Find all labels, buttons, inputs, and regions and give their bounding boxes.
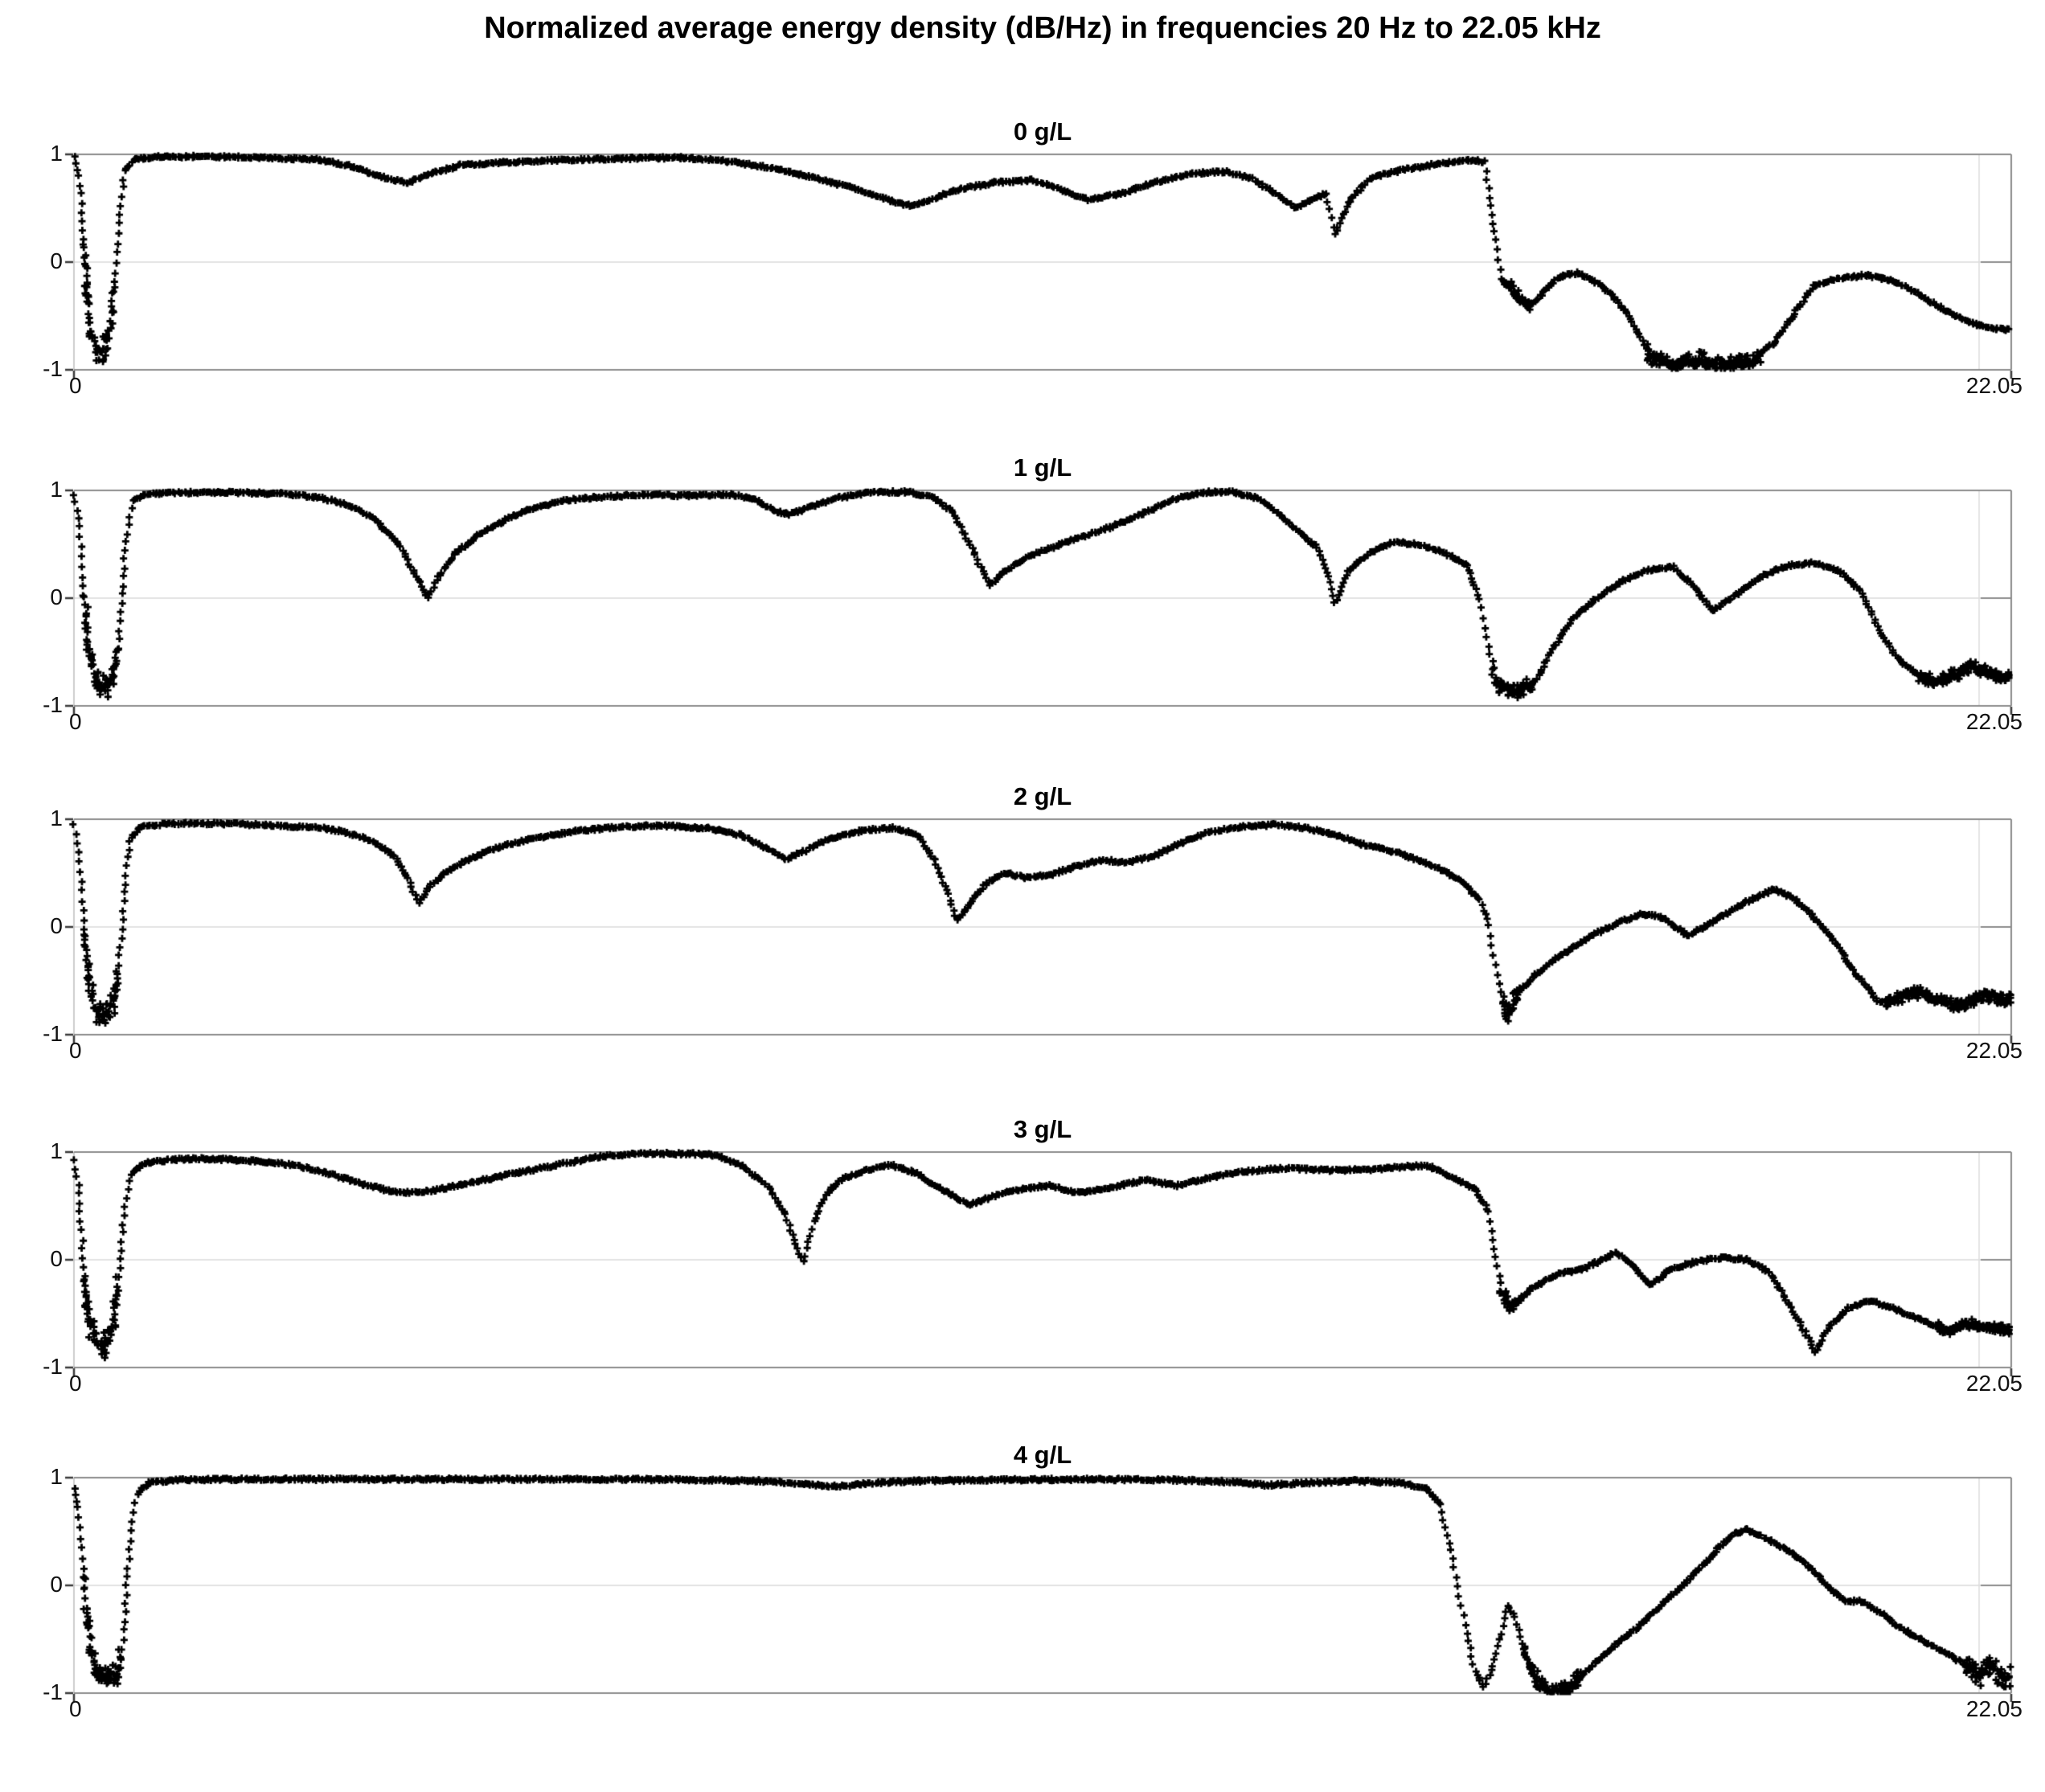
plot-area-canvas-0gL	[63, 150, 2022, 388]
subplot-title-3gL: 3 g/L	[1013, 1115, 1072, 1143]
y-tick-label-0: 0	[50, 248, 63, 273]
y-tick-label-minus1: -1	[43, 692, 63, 717]
y-tick-label-1: 1	[50, 1464, 63, 1489]
y-tick-label-1: 1	[50, 141, 63, 166]
subplot-1gL: 1 g/L 1 0 -1 0 22.05	[0, 453, 2045, 734]
x-tick-label-0: 0	[69, 1371, 82, 1396]
x-tick-label-max: 22.05	[1965, 1696, 2022, 1721]
subplot-title-1gL: 1 g/L	[1013, 453, 1072, 482]
plot-area-canvas-2gL	[63, 814, 2022, 1052]
plot-area-canvas-3gL	[63, 1147, 2022, 1385]
x-tick-label-0: 0	[69, 1696, 82, 1721]
subplot-title-4gL: 4 g/L	[1013, 1441, 1072, 1469]
x-tick-label-0: 0	[69, 1038, 82, 1063]
y-tick-label-0: 0	[50, 1572, 63, 1597]
y-tick-label-0: 0	[50, 913, 63, 938]
y-tick-label-1: 1	[50, 477, 63, 502]
y-tick-label-minus1: -1	[43, 1354, 63, 1379]
y-tick-label-0: 0	[50, 584, 63, 609]
y-tick-label-minus1: -1	[43, 356, 63, 381]
subplot-2gL: 2 g/L 1 0 -1 0 22.05	[0, 782, 2045, 1063]
subplot-0gL: 0 g/L 1 0 -1 0 22.05	[0, 117, 2045, 398]
x-tick-label-0: 0	[69, 373, 82, 398]
y-tick-label-1: 1	[50, 1138, 63, 1163]
plot-area-canvas-4gL	[63, 1473, 2022, 1711]
plot-area-canvas-1gL	[63, 486, 2022, 724]
subplot-title-2gL: 2 g/L	[1013, 782, 1072, 810]
subplot-3gL: 3 g/L 1 0 -1 0 22.05	[0, 1115, 2045, 1396]
y-tick-label-minus1: -1	[43, 1679, 63, 1704]
y-tick-label-0: 0	[50, 1246, 63, 1271]
figure-title: Normalized average energy density (dB/Hz…	[484, 11, 1601, 45]
x-tick-label-max: 22.05	[1965, 1371, 2022, 1396]
x-tick-label-0: 0	[69, 709, 82, 734]
x-tick-label-max: 22.05	[1965, 1038, 2022, 1063]
subplot-title-0gL: 0 g/L	[1013, 117, 1072, 146]
y-tick-label-1: 1	[50, 806, 63, 830]
x-tick-label-max: 22.05	[1965, 709, 2022, 734]
subplot-4gL: 4 g/L 1 0 -1 0 22.05	[0, 1441, 2045, 1721]
x-tick-label-max: 22.05	[1965, 373, 2022, 398]
y-tick-label-minus1: -1	[43, 1021, 63, 1046]
